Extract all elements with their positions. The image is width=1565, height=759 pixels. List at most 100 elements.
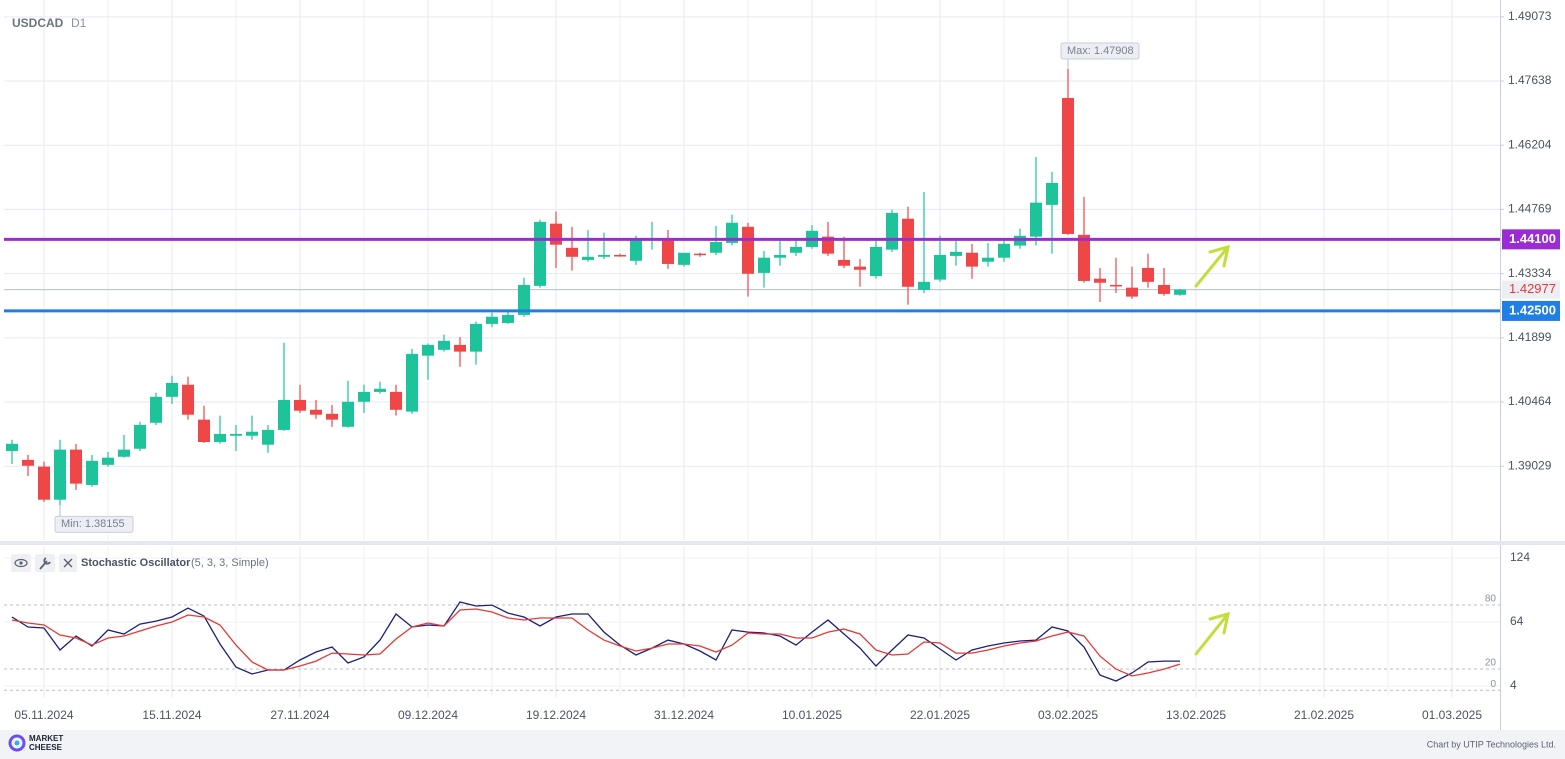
level-label: 0 [1490, 679, 1496, 690]
last-price-label: 1.42977 [1509, 281, 1556, 296]
candle-body [502, 314, 514, 324]
candle-body [406, 353, 418, 412]
candle-body [422, 344, 434, 356]
level-label: 80 [1485, 594, 1497, 605]
candle-body [342, 401, 354, 427]
candle-body [438, 340, 450, 350]
candle-body [470, 323, 482, 352]
candle-body [694, 253, 706, 256]
candle-body [982, 257, 994, 262]
candle-body [390, 391, 402, 410]
candle-body [150, 396, 162, 423]
annotation-box [54, 515, 134, 533]
x-tick-label: 01.03.2025 [1422, 708, 1482, 722]
candle-body [518, 284, 530, 315]
y-tick-label: 1.40464 [1508, 394, 1552, 408]
candle-body [182, 384, 194, 415]
candle-body [742, 226, 754, 274]
logo-text: CHEESE [29, 743, 63, 752]
candle-body [1110, 284, 1122, 287]
candle-body [1094, 278, 1106, 283]
candle-body [614, 254, 626, 257]
candle-body [790, 246, 802, 253]
timeframe: D1 [71, 16, 87, 30]
eye-pupil [19, 561, 23, 565]
candle-body [630, 239, 642, 261]
candle-body [166, 382, 178, 397]
candle-body [486, 316, 498, 324]
candle-body [822, 236, 834, 254]
labels: 05.11.2024 15.11.2024 27.11.2024 09.12.2024… [14, 9, 1560, 722]
candle-body [662, 240, 674, 264]
y-tick-label: 1.49073 [1508, 9, 1552, 23]
candle-body [1142, 267, 1154, 282]
candle-body [1046, 182, 1058, 205]
x-tick-label: 10.01.2025 [782, 708, 842, 722]
grid [4, 0, 1500, 697]
min-annotation: Min: 1.38155 [61, 518, 125, 530]
x-tick-label: 31.12.2024 [654, 708, 714, 722]
x-tick-label: 03.02.2025 [1038, 708, 1098, 722]
oscillator-line [11, 601, 1180, 682]
candle-body [1158, 284, 1170, 294]
logo-dot [14, 740, 20, 746]
y-tick-label: 64 [1510, 614, 1524, 628]
candle-body [294, 399, 306, 411]
candle-body [902, 218, 914, 287]
indicator-title: Stochastic Oscillator [81, 557, 191, 569]
x-tick-label: 27.11.2024 [270, 708, 329, 722]
candle-body [246, 431, 258, 436]
candle-body [1174, 289, 1186, 295]
candle-body [934, 254, 946, 280]
candle-body [998, 243, 1010, 258]
x-tick-label: 22.01.2025 [910, 708, 970, 722]
y-tick-label: 1.44769 [1508, 202, 1552, 216]
eye-icon [14, 558, 28, 568]
x-tick-label: 21.02.2025 [1294, 708, 1354, 722]
candle-body [358, 391, 370, 402]
credit: Chart by UTIP Technologies Ltd. [1427, 739, 1556, 749]
symbol: USDCAD [12, 16, 64, 30]
candle-body [22, 459, 34, 466]
y-tick-label: 4 [1510, 678, 1517, 692]
candle-body [38, 466, 50, 500]
close-icon [63, 558, 73, 568]
candle-body [550, 223, 562, 245]
candle-body [230, 433, 242, 436]
price-label-box [1502, 229, 1560, 250]
y-tick-label: 1.41899 [1508, 330, 1552, 344]
x-tick-label: 09.12.2024 [398, 708, 458, 722]
candle-body [310, 409, 322, 415]
pane-separator[interactable] [0, 541, 1565, 545]
candle-body [710, 242, 722, 253]
candle-body [326, 413, 338, 420]
candle-body [454, 344, 466, 352]
indicator-toolbar [11, 554, 77, 572]
candle-body [214, 433, 226, 443]
candle-body [566, 247, 578, 257]
price-label: 1.44100 [1509, 231, 1556, 246]
candle-body [966, 252, 978, 267]
y-tick-label: 1.39029 [1508, 458, 1552, 472]
candle-body [198, 419, 210, 443]
x-tick-label: 19.12.2024 [526, 708, 586, 722]
candle-body [1078, 234, 1090, 281]
candle-body [102, 457, 114, 465]
y-tick-label: 1.46204 [1508, 137, 1552, 151]
candle-body [678, 252, 690, 265]
candle-body [582, 256, 594, 260]
y-tick-label: 124 [1510, 550, 1530, 564]
annotation-arrow [1194, 244, 1230, 288]
level-label: 20 [1485, 658, 1497, 669]
annotation-box [1060, 42, 1140, 60]
x-tick-label: 13.02.2025 [1166, 708, 1226, 722]
x-tick-label: 15.11.2024 [142, 708, 201, 722]
candle-body [886, 212, 898, 250]
price-label: 1.42500 [1509, 302, 1556, 317]
candle-body [278, 399, 290, 430]
candle-body [758, 257, 770, 273]
footer-band [0, 730, 1565, 759]
candle-body [950, 251, 962, 256]
